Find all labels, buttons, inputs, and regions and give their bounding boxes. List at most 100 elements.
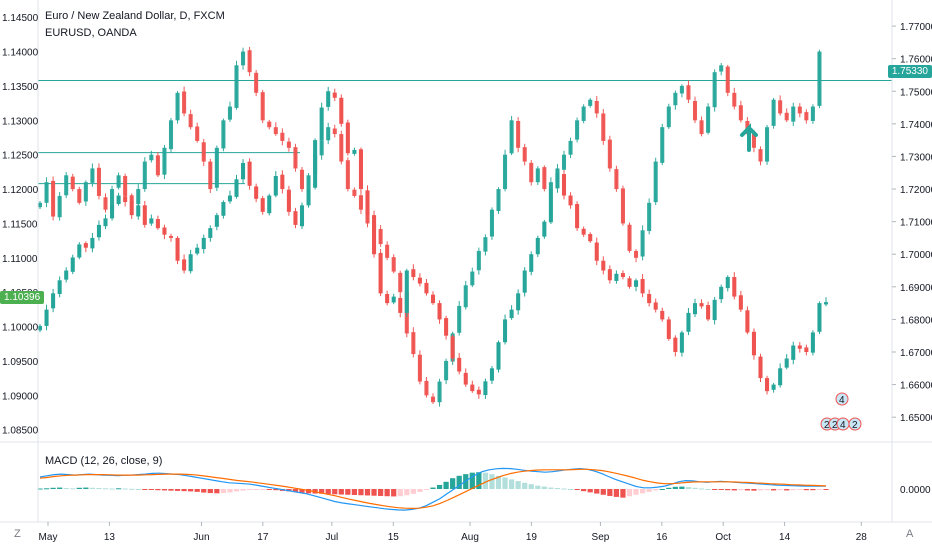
macd-histogram-bar (76, 487, 82, 489)
macd-histogram-bar (587, 489, 593, 493)
eurusd-candle-body (529, 162, 534, 183)
macd-histogram-bar (613, 489, 620, 497)
macd-histogram-bar (220, 489, 227, 494)
eurnzd-candle-body (339, 97, 344, 124)
macd-histogram-bar (698, 488, 705, 490)
eurnzd-candle-body (234, 179, 239, 197)
macd-histogram-bar (561, 488, 567, 490)
macd-label: MACD (12, 26, close, 9) (45, 455, 163, 467)
macd-histogram-bar (325, 489, 331, 495)
eurusd-candle-body (339, 134, 344, 162)
eurusd-candle-body (784, 112, 789, 121)
pattern-label: 4 (839, 395, 845, 406)
eurnzd-candle-body (214, 215, 219, 227)
eurnzd-candle-body (450, 336, 455, 359)
auto-scale-button[interactable]: A (906, 528, 914, 540)
eurnzd-candle-body (712, 299, 717, 321)
eurnzd-candle-body (647, 293, 652, 304)
eurusd-candle-body (326, 127, 331, 141)
eurnzd-candle-body (404, 270, 409, 313)
eurusd-candle-body (214, 147, 219, 188)
eurnzd-candle-body (823, 302, 829, 305)
eurnzd-candle-body (155, 219, 160, 229)
eurnzd-candle-body (489, 368, 494, 381)
macd-histogram-bar (207, 489, 213, 494)
eurusd-candle-body (123, 175, 128, 196)
eurusd-candle-body (319, 140, 324, 156)
eurusd-candle-body (522, 147, 527, 162)
macd-histogram-bar (391, 489, 397, 497)
macd-histogram-bar (816, 489, 823, 490)
macd-histogram-bar (751, 489, 757, 491)
right-axis-tick-label: 1.77000 (900, 22, 932, 33)
eurnzd-candle-body (129, 201, 134, 216)
eurusd-candle-body (44, 182, 49, 203)
eurnzd-candle-body (37, 325, 43, 331)
eurnzd-candle-body (673, 337, 678, 352)
eurusd-candle-body (647, 202, 652, 231)
eurusd-candle-body (247, 50, 252, 73)
eurnzd-candle-body (201, 237, 206, 250)
last-price-badge-left: 1.10396 (0, 291, 45, 304)
eurnzd-candle-body (463, 372, 468, 385)
macd-histogram-bar (639, 489, 646, 494)
eurusd-candle-body (496, 189, 501, 212)
macd-histogram-bar (404, 489, 410, 496)
macd-histogram-bar (653, 489, 659, 491)
macd-histogram-bar (384, 489, 390, 497)
macd-histogram-bar (89, 487, 96, 489)
right-axis-tick-label: 1.76000 (900, 55, 932, 66)
macd-histogram-bar (784, 489, 790, 491)
eurnzd-candle-body (692, 303, 698, 315)
eurnzd-candle-body (319, 107, 324, 141)
eurnzd-candle-body (810, 332, 815, 353)
macd-histogram-bar (43, 488, 50, 490)
macd-histogram-bar (292, 489, 299, 493)
eurusd-candle-body (57, 195, 62, 218)
eurnzd-candle-body (797, 345, 802, 349)
x-axis-tick-label: 28 (856, 532, 868, 543)
right-axis-tick-label: 1.72000 (900, 185, 932, 196)
eurusd-candle-body (129, 195, 134, 203)
eurusd-candle-body (182, 91, 187, 114)
chart-title: Euro / New Zealand Dollar, D, FXCM (45, 10, 225, 22)
left-axis-tick-label: 1.09000 (2, 391, 39, 402)
eurusd-candle-body (575, 120, 580, 140)
macd-histogram-bar (554, 488, 561, 490)
macd-histogram-bar (764, 489, 770, 491)
eurnzd-candle-body (417, 277, 422, 284)
eurnzd-candle-body (398, 297, 403, 313)
eurusd-candle-body (168, 120, 174, 150)
eurnzd-candle-body (83, 243, 88, 248)
eurnzd-candle-body (182, 259, 187, 271)
eurnzd-candle-body (765, 378, 770, 392)
eurnzd-candle-body (496, 342, 501, 370)
eurnzd-candle-body (385, 293, 390, 304)
eurnzd-candle-body (444, 318, 449, 336)
eurnzd-candle-body (267, 195, 272, 214)
right-axis-tick-label: 1.69000 (900, 283, 932, 294)
zoom-button-left[interactable]: Z (14, 528, 21, 540)
macd-histogram-bar (233, 489, 240, 492)
eurnzd-candle-body (660, 310, 665, 320)
eurnzd-candle-body (77, 244, 82, 258)
eurnzd-candle-body (103, 218, 108, 227)
eurnzd-candle-body (627, 278, 632, 287)
pattern-label: 2 (852, 420, 858, 431)
eurnzd-candle-body (123, 196, 128, 203)
eurnzd-candle-body (516, 293, 521, 311)
eurusd-candle-body (457, 305, 462, 333)
eurusd-candle-body (607, 139, 612, 169)
macd-histogram-bar (299, 489, 305, 493)
macd-histogram-bar (626, 489, 633, 497)
eurusd-candle-body (791, 106, 796, 122)
eurnzd-candle-body (378, 252, 383, 294)
macd-histogram-bar (201, 489, 207, 493)
eurnzd-candle-body (666, 319, 671, 339)
eurnzd-candle-body (620, 273, 625, 278)
eurusd-candle-body (299, 169, 305, 190)
macd-histogram-bar (332, 489, 338, 495)
eurusd-candle-body (640, 230, 645, 257)
eurusd-candle-body (601, 113, 606, 141)
